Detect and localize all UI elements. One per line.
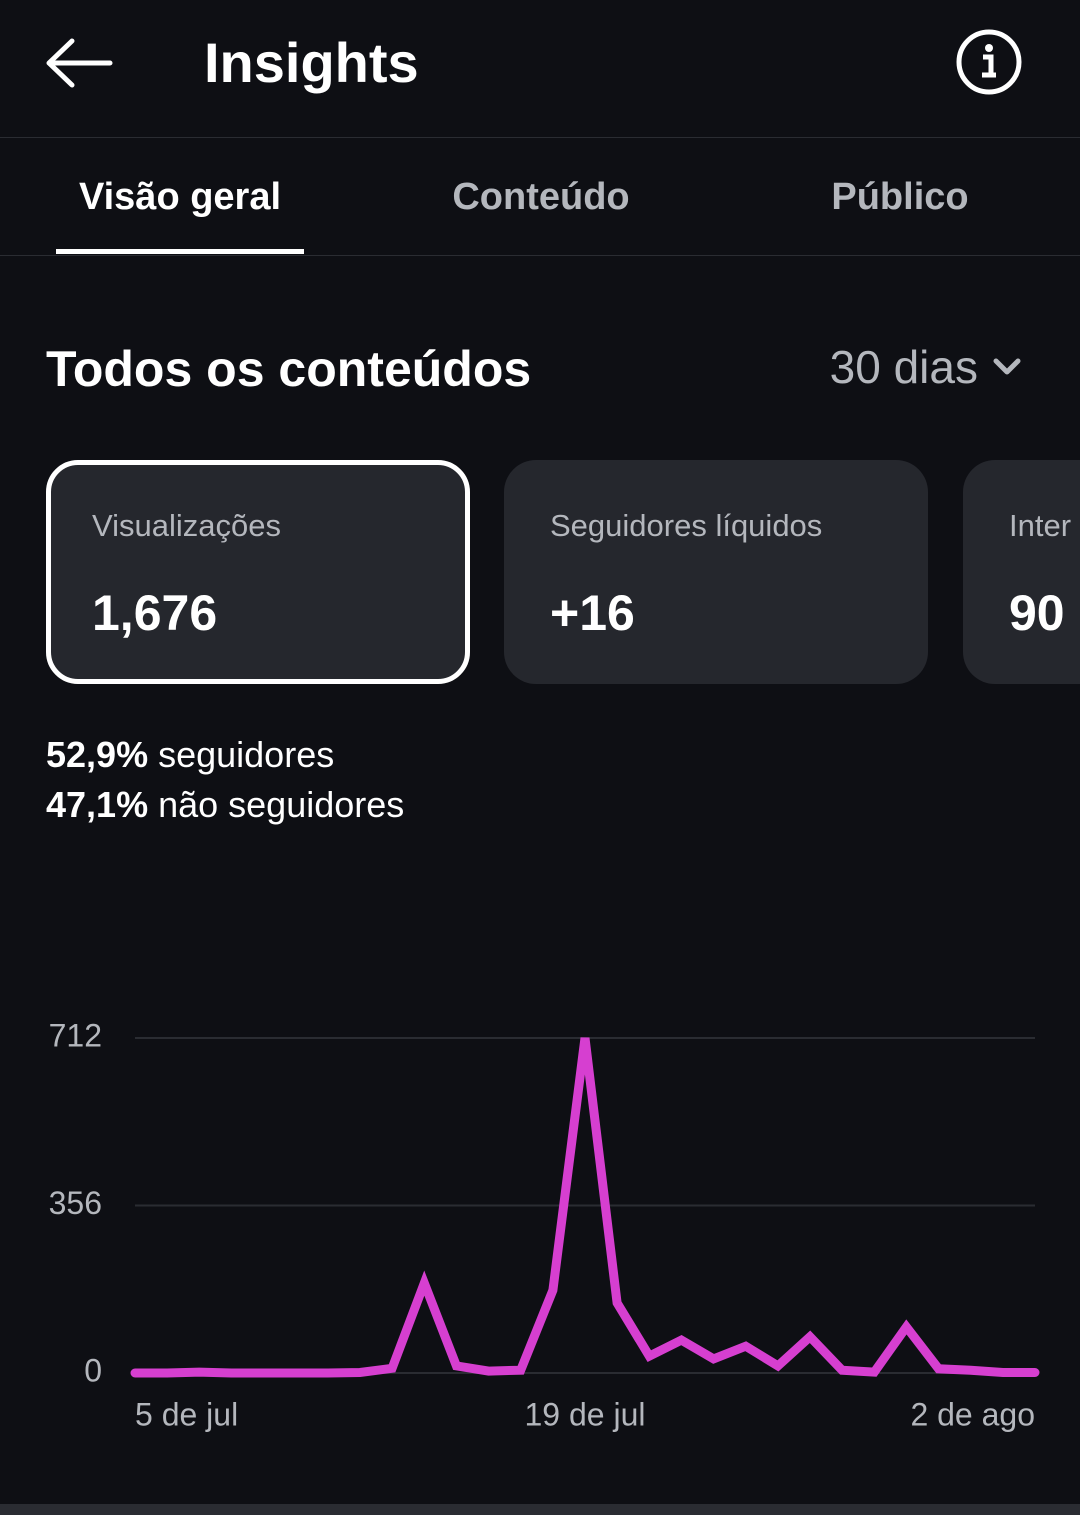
metric-card[interactable]: Visualizações 1,676 [46, 460, 470, 684]
info-circle [956, 29, 1022, 95]
card-value: +16 [550, 585, 635, 641]
tab[interactable]: Visão geral [78, 176, 282, 218]
metric-card[interactable]: Seguidores líquidos +16 [504, 460, 928, 684]
percent: 52,9% [46, 734, 149, 775]
bottom-bar [0, 1504, 1080, 1515]
back-button[interactable] [44, 36, 114, 90]
divider [0, 255, 1080, 256]
back-arrow-icon [46, 38, 113, 88]
card-label: Inter [1009, 508, 1072, 543]
info-stem [982, 54, 996, 78]
tab[interactable]: Público [831, 176, 969, 218]
percent: 47,1% [46, 784, 149, 825]
section-title: Todos os conteúdos [46, 341, 532, 397]
card-value: 1,676 [92, 585, 218, 641]
period-selector[interactable]: 30 dias [830, 340, 1022, 394]
audience-label: seguidores [158, 734, 335, 775]
tab[interactable]: Conteúdo [452, 176, 630, 218]
metric-card[interactable]: Inter 90 [963, 460, 1080, 684]
y-tick-label: 356 [49, 1185, 102, 1221]
card-label: Seguidores líquidos [550, 508, 823, 543]
card-label: Visualizações [92, 508, 281, 543]
divider [0, 137, 1080, 138]
y-tick-label: 712 [49, 1017, 102, 1053]
audience-row: 52,9% seguidores [46, 734, 334, 776]
tab-indicator [56, 249, 304, 254]
data-line [130, 1037, 1040, 1378]
x-tick-label: 2 de ago [910, 1396, 1035, 1432]
x-tick-label: 19 de jul [525, 1396, 646, 1432]
chevron-icon [993, 358, 1021, 375]
audience-row: 47,1% não seguidores [46, 784, 404, 826]
card-value: 90 [1009, 585, 1065, 641]
audience-label: não seguidores [158, 784, 405, 825]
info-button[interactable] [955, 28, 1023, 96]
chart: 0 356 712 5 de jul 19 de jul 2 de ago [49, 1017, 1040, 1432]
period-label: 30 dias [829, 341, 978, 393]
header-title: Insights [204, 31, 419, 94]
x-tick-label: 5 de jul [135, 1396, 238, 1432]
info-dot [985, 44, 993, 52]
y-tick-label: 0 [84, 1352, 102, 1388]
